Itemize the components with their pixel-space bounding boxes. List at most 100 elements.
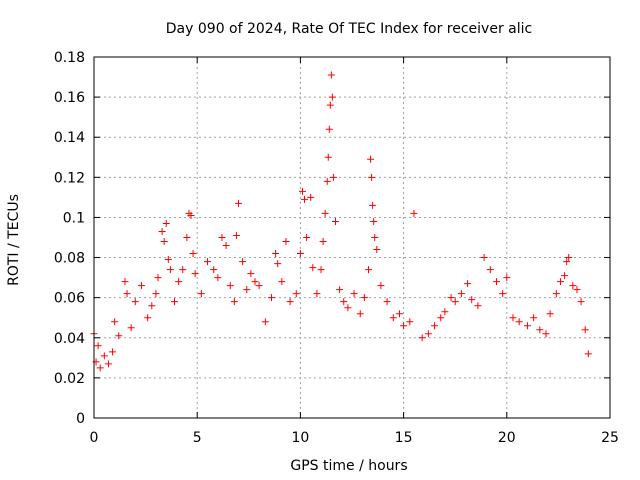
- data-point: [327, 71, 335, 79]
- x-tick-label: 0: [90, 430, 99, 446]
- data-point: [210, 266, 218, 274]
- data-point: [406, 318, 414, 326]
- data-point: [317, 266, 325, 274]
- data-point: [131, 298, 139, 306]
- data-point: [104, 360, 112, 368]
- data-point: [230, 298, 238, 306]
- data-point: [251, 278, 259, 286]
- data-point: [542, 330, 550, 338]
- y-tick-label: 0.18: [54, 50, 85, 66]
- data-point: [187, 211, 195, 219]
- data-point: [584, 350, 592, 358]
- data-point: [175, 278, 183, 286]
- data-point: [170, 298, 178, 306]
- data-point: [447, 294, 455, 302]
- data-point: [410, 209, 418, 217]
- data-point: [226, 282, 234, 290]
- data-point: [204, 258, 212, 266]
- data-point: [162, 219, 170, 227]
- plot-frame: [93, 56, 611, 419]
- data-point: [369, 201, 377, 209]
- data-point: [313, 290, 321, 298]
- data-point: [565, 254, 573, 262]
- data-point: [183, 234, 191, 241]
- data-point: [121, 278, 129, 286]
- data-point: [492, 278, 500, 286]
- data-point: [573, 286, 581, 294]
- y-axis-label: ROTI / TECUs: [6, 194, 22, 286]
- data-point: [468, 296, 476, 304]
- data-point: [329, 173, 337, 181]
- x-tick-label: 25: [601, 430, 619, 446]
- y-tick-label: 0.04: [54, 331, 85, 347]
- y-tick-label: 0.16: [54, 90, 85, 106]
- data-point: [503, 274, 511, 282]
- data-point: [160, 238, 168, 246]
- data-point: [158, 227, 166, 235]
- data-point: [123, 290, 131, 298]
- data-point: [563, 258, 571, 266]
- data-point: [336, 286, 344, 294]
- data-point: [569, 282, 577, 290]
- data-point: [480, 254, 488, 262]
- data-point: [365, 266, 373, 274]
- data-point: [424, 330, 432, 338]
- data-point: [115, 332, 123, 340]
- data-point: [499, 290, 507, 298]
- data-point: [464, 280, 472, 288]
- data-point: [179, 266, 187, 274]
- grid-lines: [94, 57, 610, 418]
- data-point: [243, 286, 251, 294]
- data-point: [303, 234, 311, 241]
- data-points: [90, 71, 592, 372]
- data-point: [360, 294, 368, 302]
- data-point: [556, 278, 564, 286]
- y-tick-label: 0.14: [54, 130, 85, 146]
- data-point: [368, 173, 376, 181]
- data-point: [191, 270, 199, 278]
- data-point: [530, 314, 538, 322]
- data-point: [234, 199, 242, 207]
- data-point: [331, 217, 339, 225]
- data-point: [400, 322, 408, 330]
- data-point: [214, 274, 222, 282]
- data-point: [154, 274, 162, 282]
- data-point: [321, 209, 329, 217]
- data-point: [536, 326, 544, 334]
- x-axis-label: GPS time / hours: [290, 458, 407, 474]
- data-point: [218, 234, 226, 241]
- data-point: [232, 231, 240, 239]
- data-point: [373, 246, 381, 254]
- data-point: [546, 310, 554, 318]
- data-point: [197, 290, 205, 298]
- data-point: [552, 290, 560, 298]
- data-point: [239, 258, 247, 266]
- data-point: [509, 314, 517, 322]
- data-point: [323, 177, 331, 185]
- data-point: [328, 93, 336, 101]
- y-tick-label: 0.1: [63, 210, 85, 226]
- x-tick-label: 10: [291, 430, 309, 446]
- data-point: [340, 298, 348, 306]
- y-tick-label: 0.06: [54, 291, 85, 307]
- data-point: [286, 298, 294, 306]
- data-point: [189, 250, 197, 258]
- data-point: [344, 304, 352, 312]
- data-point: [389, 314, 397, 322]
- data-point: [437, 314, 445, 322]
- data-point: [324, 153, 332, 161]
- data-point: [561, 272, 569, 280]
- data-point: [127, 324, 135, 332]
- y-tick-label: 0.02: [54, 371, 85, 387]
- data-point: [278, 278, 286, 286]
- data-point: [94, 342, 102, 350]
- data-point: [377, 282, 385, 290]
- x-tick-label: 15: [395, 430, 413, 446]
- data-point: [164, 256, 172, 264]
- data-point: [100, 352, 108, 360]
- data-point: [307, 193, 315, 201]
- data-point: [292, 290, 300, 298]
- y-tick-label: 0: [76, 411, 85, 427]
- y-tick-label: 0.12: [54, 170, 85, 186]
